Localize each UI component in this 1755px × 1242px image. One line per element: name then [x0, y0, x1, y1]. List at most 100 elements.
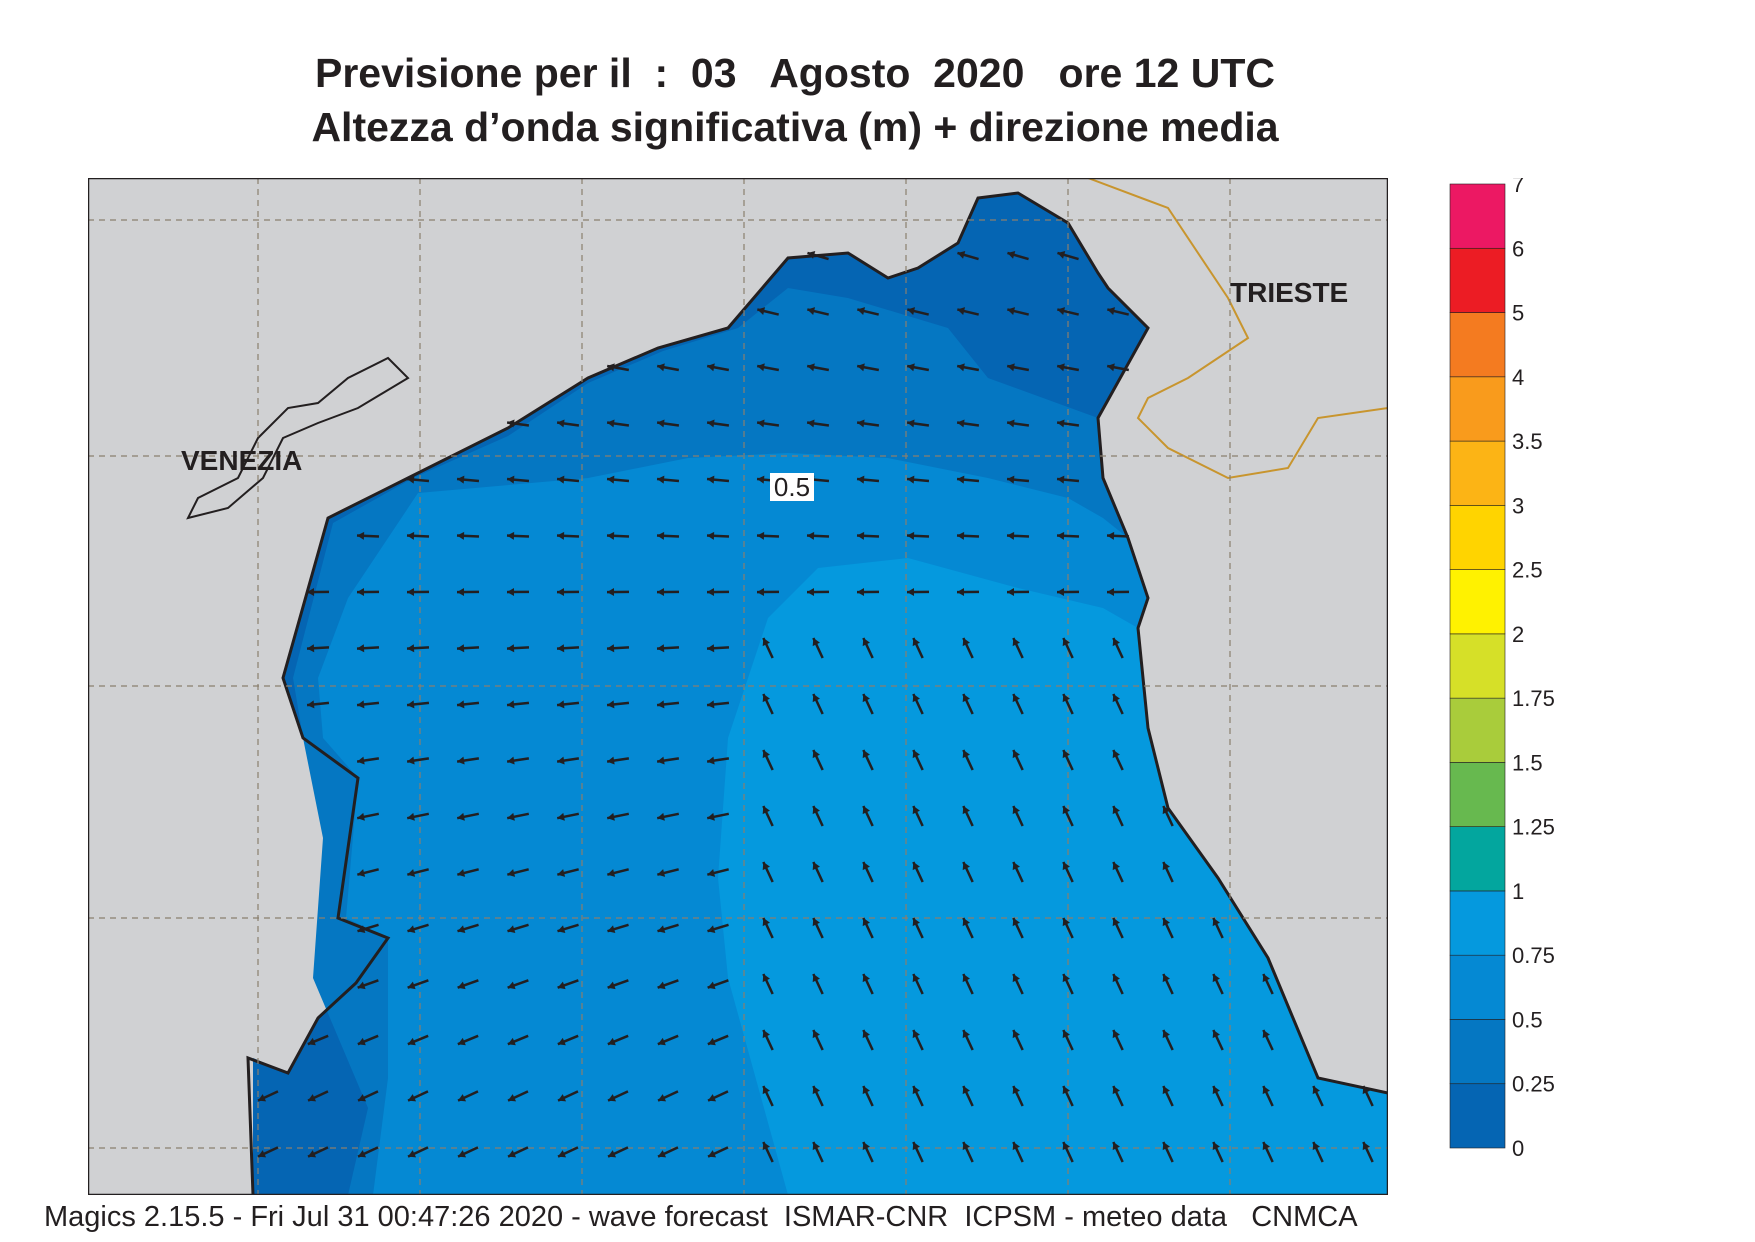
wave-arrow	[1006, 531, 1030, 540]
wave-arrow	[606, 419, 630, 428]
wave-arrow	[657, 1146, 679, 1158]
wave-arrow	[962, 805, 974, 827]
wave-arrow	[962, 861, 974, 883]
wave-arrow	[407, 1146, 429, 1158]
wave-arrow	[607, 868, 629, 877]
wave-arrow	[912, 749, 924, 771]
wave-arrow	[956, 475, 980, 484]
wave-arrow	[1112, 805, 1124, 827]
wave-arrow	[1212, 1085, 1224, 1107]
wave-arrow	[962, 1141, 974, 1163]
legend-swatch	[1449, 1019, 1506, 1085]
wave-arrow	[1007, 307, 1029, 316]
legend-swatch	[1449, 890, 1506, 956]
wave-arrow	[656, 756, 680, 765]
wave-arrow	[1362, 1085, 1374, 1107]
legend-tick-label: 2.5	[1512, 558, 1543, 583]
wave-arrow	[557, 979, 579, 990]
wave-arrow	[1212, 1029, 1224, 1051]
legend-tick-label: 0.5	[1512, 1007, 1543, 1032]
wave-arrow	[506, 531, 530, 540]
wave-arrow	[606, 588, 630, 597]
wave-arrow	[962, 917, 974, 939]
wave-arrow	[707, 979, 729, 990]
wave-arrow	[807, 251, 829, 261]
wave-arrow	[762, 917, 774, 939]
wave-arrow	[1012, 1141, 1024, 1163]
wave-arrow	[407, 1090, 429, 1102]
wave-arrow	[862, 1029, 874, 1051]
wave-arrow	[1062, 693, 1074, 715]
wave-arrow	[557, 1034, 579, 1046]
wave-height-map: 0.5 VENEZIA TRIESTE	[88, 178, 1388, 1195]
wave-arrow	[906, 531, 930, 540]
wave-arrow	[1262, 1085, 1274, 1107]
wave-arrow	[1056, 588, 1080, 597]
wave-arrow	[356, 756, 380, 765]
wave-arrow	[1112, 1085, 1124, 1107]
colour-scale-legend: 0 0.25 0.5 0.75 1 1.25 1.5 1.75 2 2.5 3 3.5 4 5 6 7	[1449, 178, 1555, 1158]
wave-arrow	[856, 588, 880, 597]
wave-arrow	[257, 1146, 279, 1158]
contour-label: 0.5	[774, 472, 810, 502]
wave-arrow	[906, 419, 930, 428]
wave-arrow	[1007, 251, 1029, 261]
wave-arrow	[862, 805, 874, 827]
wave-arrow	[457, 923, 479, 933]
forecast-title: Previsione per il : 03 Agosto 2020 ore 1…	[314, 50, 1276, 96]
wave-arrow	[762, 749, 774, 771]
legend-swatch	[1449, 633, 1506, 699]
wave-arrow	[607, 1146, 629, 1158]
wave-arrow	[906, 588, 930, 597]
wave-arrow	[1112, 1029, 1124, 1051]
wave-arrow	[907, 307, 929, 316]
wave-arrow	[407, 979, 429, 990]
wave-arrow	[757, 307, 779, 316]
map-frame	[88, 178, 1388, 1195]
wave-arrow	[457, 1146, 479, 1158]
wave-arrow	[912, 1029, 924, 1051]
wave-arrow	[557, 1090, 579, 1102]
legend-tick-label: 4	[1512, 365, 1524, 390]
wave-arrow	[456, 475, 480, 484]
legend-tick-label: 6	[1512, 236, 1524, 261]
wave-arrow	[812, 805, 824, 827]
wave-band-075	[718, 558, 1388, 1195]
wave-arrow	[1062, 861, 1074, 883]
wave-arrow	[806, 363, 830, 372]
wave-arrow	[1012, 1085, 1024, 1107]
wave-arrow	[507, 979, 529, 990]
wave-arrow	[656, 475, 680, 484]
wave-arrow	[707, 868, 729, 877]
wave-arrow	[507, 868, 529, 877]
wave-arrow	[856, 363, 880, 372]
wave-arrow	[956, 363, 980, 372]
wave-arrow	[657, 1034, 679, 1046]
wave-arrow	[307, 1146, 329, 1158]
wave-arrow	[812, 693, 824, 715]
wave-arrow	[862, 749, 874, 771]
forecast-subtitle: Altezza d’onda significativa (m) + direz…	[311, 104, 1279, 150]
wave-arrow	[962, 693, 974, 715]
wave-arrow	[756, 363, 780, 372]
wave-arrow	[1012, 693, 1024, 715]
wave-arrow	[506, 588, 530, 597]
wave-arrow	[762, 1141, 774, 1163]
wave-arrow	[762, 805, 774, 827]
wave-arrow	[656, 644, 680, 653]
wave-arrow	[1062, 1141, 1074, 1163]
wave-arrow	[506, 644, 530, 653]
wave-arrow	[657, 923, 679, 933]
legend-tick-label: 3.5	[1512, 429, 1543, 454]
footer-credit: Magics 2.15.5 - Fri Jul 31 00:47:26 2020…	[44, 1201, 1358, 1233]
wave-arrow	[456, 700, 480, 709]
wave-arrow	[456, 588, 480, 597]
wave-arrow	[407, 1034, 429, 1046]
wave-arrow	[406, 812, 430, 821]
venice-lagoon	[186, 356, 410, 520]
wave-arrow	[706, 644, 730, 653]
wave-arrow	[456, 644, 480, 653]
wave-arrow	[457, 1090, 479, 1102]
legend-tick-label: 5	[1512, 301, 1524, 326]
wave-arrow	[956, 419, 980, 428]
